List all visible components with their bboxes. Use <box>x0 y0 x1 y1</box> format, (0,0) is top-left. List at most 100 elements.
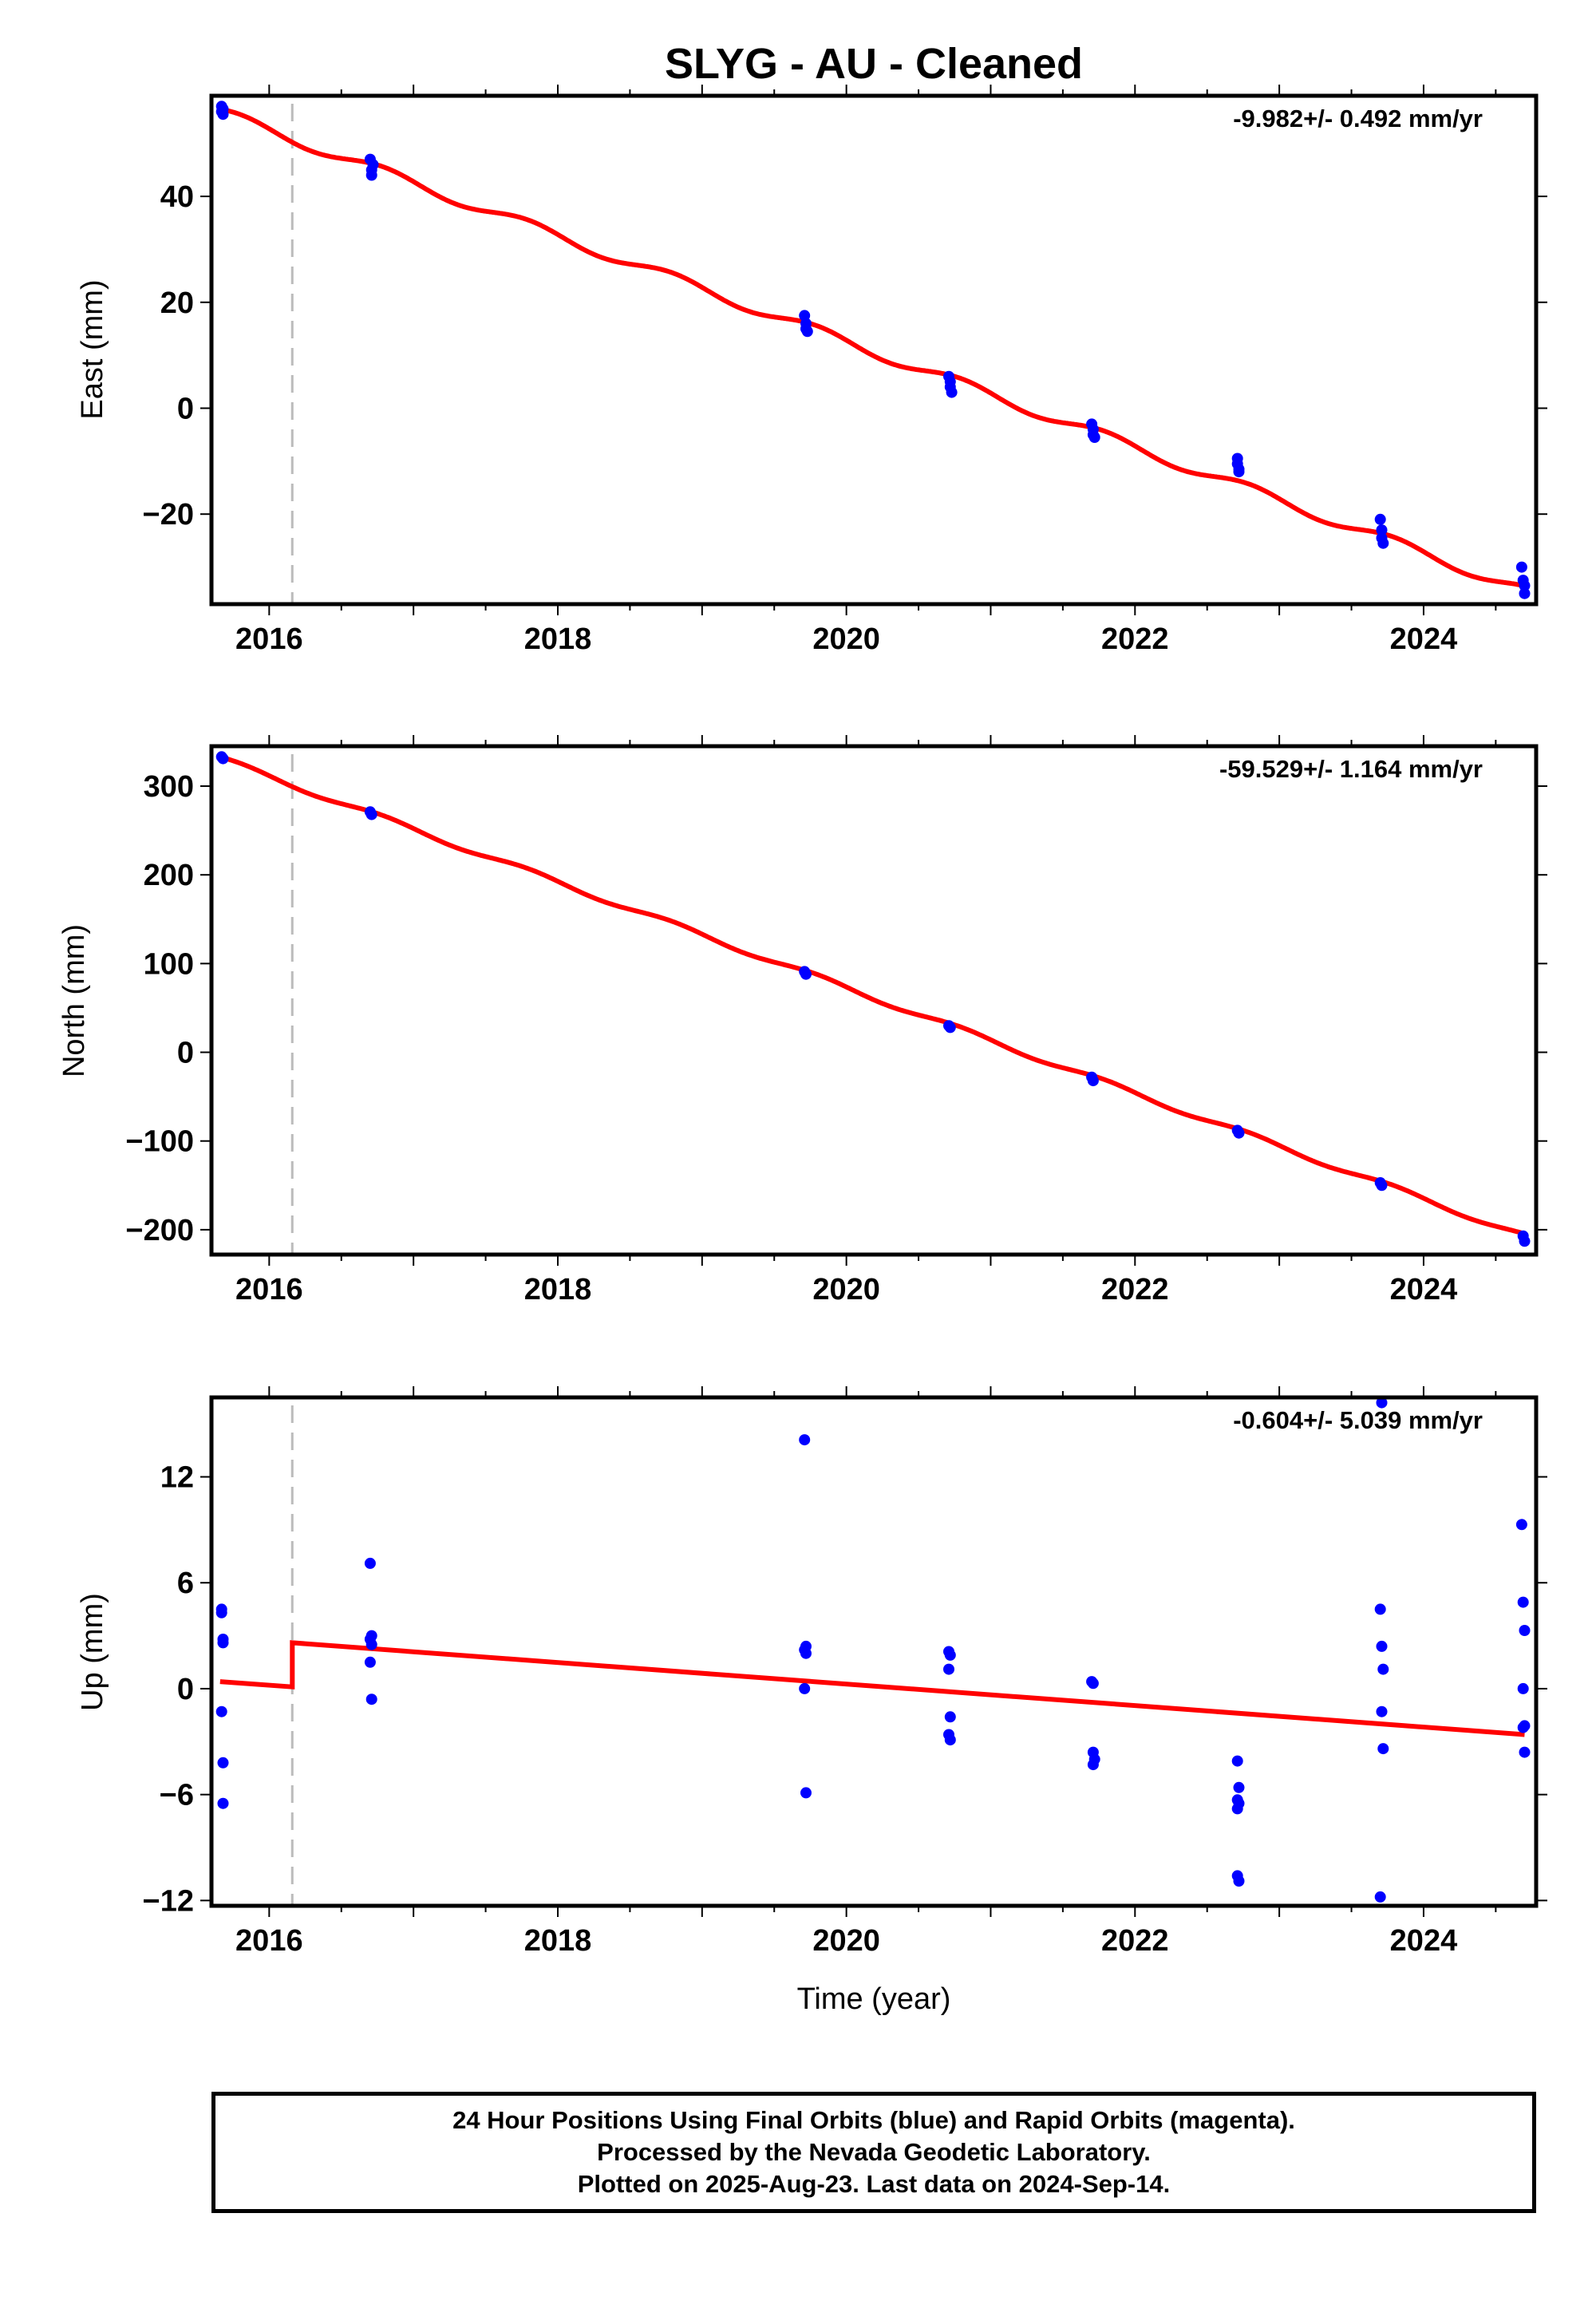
up-rate-label: -0.604+/- 5.039 mm/yr <box>1233 1406 1483 1434</box>
east-y-tick-label: 0 <box>177 392 194 425</box>
east-data-point <box>1374 513 1386 525</box>
up-data-point <box>364 1656 376 1668</box>
east-data-point <box>1088 432 1100 443</box>
up-data-point <box>217 1637 229 1649</box>
east-panel: 2016 2018 2020 2022 2024 −20 0 20 40 -9.982+/- 0… <box>76 85 1547 656</box>
north-x-tick-label: 2016 <box>235 1273 303 1306</box>
east-data-point <box>1377 537 1389 549</box>
up-data-point <box>1377 1743 1389 1755</box>
north-y-tick-label: −100 <box>125 1125 194 1159</box>
up-data-point <box>1231 1755 1243 1767</box>
east-data-point <box>1519 579 1531 591</box>
up-x-tick-label: 2018 <box>524 1924 592 1958</box>
up-data-point <box>1233 1875 1245 1887</box>
north-x-tick-label: 2020 <box>812 1273 880 1306</box>
up-data-point <box>1087 1759 1099 1771</box>
up-data-point <box>800 1787 812 1799</box>
up-x-tick-label: 2024 <box>1390 1924 1458 1958</box>
up-data-point <box>1086 1676 1098 1688</box>
east-rate-label: -9.982+/- 0.492 mm/yr <box>1233 105 1483 132</box>
east-x-tick-label: 2022 <box>1101 622 1169 656</box>
east-model-line <box>219 106 1526 589</box>
up-x-tick-label: 2022 <box>1101 1924 1169 1958</box>
up-data-point <box>365 1694 377 1705</box>
east-data-point <box>801 326 813 338</box>
east-x-tick-label: 2020 <box>812 622 880 656</box>
north-data-point <box>217 753 229 765</box>
east-data-point <box>1515 561 1527 573</box>
up-data-point <box>799 1434 811 1446</box>
x-axis-title: Time (year) <box>797 1982 951 2016</box>
east-data-point <box>1376 524 1388 536</box>
north-panel: 2016 2018 2020 2022 2024 −200 −100 0 100 200 300 -… <box>57 735 1547 1306</box>
up-plot-frame <box>209 1395 1539 1908</box>
up-x-tick-label: 2020 <box>812 1924 880 1958</box>
up-data-point <box>944 1649 956 1661</box>
east-data-point <box>946 386 958 398</box>
up-data-point <box>215 1607 227 1618</box>
up-y-tick-label: −6 <box>160 1779 194 1812</box>
up-data-point <box>1374 1891 1386 1903</box>
footer-line-2: Processed by the Nevada Geodetic Laborat… <box>597 2138 1151 2166</box>
north-data-point <box>800 968 812 980</box>
up-data-point <box>1517 1682 1529 1694</box>
east-y-axis-title: East (mm) <box>76 279 109 419</box>
east-plot-frame <box>209 93 1539 607</box>
north-y-tick-label: 200 <box>144 859 194 892</box>
east-x-tick-label: 2024 <box>1390 622 1458 656</box>
chart-title: SLYG - AU - Cleaned <box>665 40 1083 88</box>
up-data-point <box>365 1638 377 1650</box>
up-data-point <box>799 1682 811 1694</box>
north-plot-frame <box>209 744 1539 1257</box>
north-data-point <box>365 808 377 820</box>
up-y-axis-title: Up (mm) <box>76 1593 109 1711</box>
north-data-point <box>1233 1127 1245 1139</box>
north-rate-label: -59.529+/- 1.164 mm/yr <box>1219 755 1483 783</box>
north-data-point <box>1087 1075 1099 1087</box>
east-data-point <box>217 103 229 115</box>
up-data-point <box>1515 1519 1527 1531</box>
east-data-point <box>367 159 379 171</box>
north-y-tick-label: 0 <box>177 1037 194 1070</box>
up-data-point <box>1376 1705 1388 1717</box>
up-y-tick-label: 6 <box>177 1567 194 1600</box>
up-model-line <box>219 1640 1525 1737</box>
north-y-axis-title: North (mm) <box>57 924 91 1077</box>
north-data-point <box>1376 1180 1388 1192</box>
up-data-point <box>1233 1781 1245 1793</box>
east-x-tick-label: 2018 <box>524 622 592 656</box>
footer-line-3: Plotted on 2025-Aug-23. Last data on 202… <box>577 2170 1171 2198</box>
east-data-point <box>365 169 377 181</box>
up-data-point <box>1519 1625 1531 1636</box>
up-data-point <box>943 1663 954 1675</box>
east-data-point <box>1233 466 1245 478</box>
north-x-tick-label: 2022 <box>1101 1273 1169 1306</box>
north-y-tick-label: 100 <box>144 947 194 981</box>
east-x-tick-label: 2016 <box>235 622 303 656</box>
north-data-point <box>944 1022 956 1034</box>
up-x-tick-label: 2016 <box>235 1924 303 1958</box>
up-data-point <box>217 1757 229 1769</box>
north-y-tick-label: 300 <box>144 770 194 804</box>
up-y-tick-label: −12 <box>143 1884 194 1918</box>
north-y-tick-label: −200 <box>125 1214 194 1247</box>
up-data-point <box>800 1647 812 1659</box>
east-data-point <box>1519 587 1531 599</box>
up-data-point <box>364 1557 376 1569</box>
up-panel: 2016 2018 2020 2022 2024 −12 −6 0 6 12 -0.604+/- … <box>76 1386 1547 1958</box>
up-data-point <box>1376 1640 1388 1652</box>
up-data-point <box>1231 1803 1243 1815</box>
up-y-tick-label: 0 <box>177 1673 194 1706</box>
up-data-point <box>217 1797 229 1809</box>
up-data-point <box>1517 1596 1529 1608</box>
east-y-tick-label: 20 <box>160 287 194 320</box>
north-x-tick-label: 2018 <box>524 1273 592 1306</box>
up-data-point <box>1376 1397 1388 1409</box>
east-y-tick-label: 40 <box>160 180 194 214</box>
up-data-point <box>1377 1663 1389 1675</box>
up-data-point <box>1374 1603 1386 1615</box>
up-data-point <box>944 1711 956 1723</box>
footer-line-1: 24 Hour Positions Using Final Orbits (bl… <box>452 2106 1295 2134</box>
north-x-tick-label: 2024 <box>1390 1273 1458 1306</box>
